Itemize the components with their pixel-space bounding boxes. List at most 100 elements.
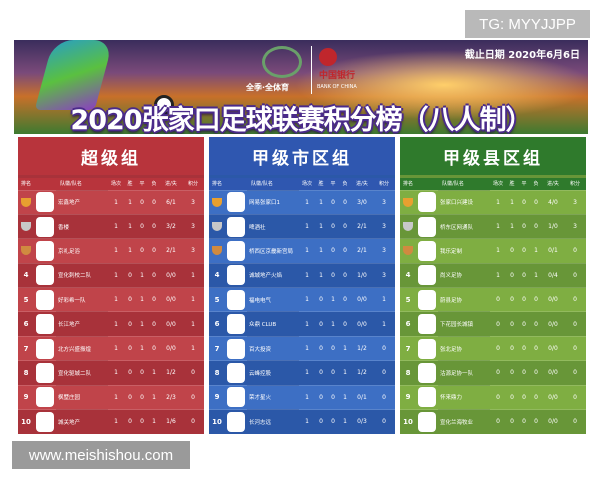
- team-badge: [416, 360, 438, 386]
- team-badge: [225, 335, 247, 361]
- won: 0: [506, 360, 518, 386]
- team-badge: [34, 213, 56, 239]
- goals: 3/0: [351, 189, 373, 215]
- sponsor-1: 全季·全体育: [246, 83, 290, 92]
- lost: 0: [530, 409, 542, 434]
- team-badge: [34, 360, 56, 386]
- won: 1: [315, 189, 327, 215]
- team-badge-icon: [418, 338, 436, 359]
- trophy-icon: [403, 197, 413, 207]
- table-row: 6 众鼎 CLUB 1 0 1 0 0/0 1: [209, 311, 395, 337]
- played: 1: [299, 409, 315, 434]
- goals: 0/0: [160, 287, 182, 312]
- lost: 1: [339, 335, 351, 361]
- goals: 0/0: [351, 311, 373, 337]
- goals: 1/0: [542, 213, 564, 239]
- goals: 0/0: [542, 335, 564, 361]
- played: 1: [490, 213, 506, 239]
- rank-trophy: [400, 213, 416, 239]
- points: 1: [373, 311, 395, 337]
- goals: 4/0: [542, 189, 564, 215]
- played: 0: [490, 360, 506, 386]
- team-badge-icon: [227, 338, 245, 359]
- table-row: 网易张家口1 1 1 0 0 3/0 3: [209, 189, 395, 215]
- won: 1: [124, 213, 136, 239]
- team-badge-icon: [418, 314, 436, 335]
- team-name: 尚义足协: [438, 262, 490, 288]
- played: 1: [108, 360, 124, 386]
- cutoff-date: 截止日期 2020年6月6日: [464, 50, 580, 61]
- team-badge-icon: [227, 265, 245, 286]
- table-row: 京礼足浴 1 1 0 0 2/1 3: [18, 238, 204, 264]
- team-name: 长河志远: [247, 409, 299, 434]
- bank-of-china-logo: [319, 48, 337, 66]
- drawn: 0: [518, 311, 530, 337]
- drawn: 0: [136, 360, 148, 386]
- won: 0: [315, 360, 327, 386]
- rank: 8: [209, 360, 225, 386]
- team-name: 啤酒社: [247, 213, 299, 239]
- rank: 6: [209, 311, 225, 337]
- team-badge-icon: [227, 362, 245, 383]
- played: 1: [108, 335, 124, 361]
- team-badge-icon: [36, 314, 54, 335]
- watermark-bottom: www.meishishou.com: [12, 441, 190, 469]
- table-row: 10 城关地产 1 0 0 1 1/6 0: [18, 409, 204, 434]
- rank: 5: [18, 287, 34, 312]
- team-name: 长江地产: [56, 311, 108, 337]
- team-badge-icon: [227, 411, 245, 432]
- rank: 7: [18, 335, 34, 361]
- team-badge-icon: [227, 314, 245, 335]
- team-name: 沽源足协一队: [438, 360, 490, 386]
- played: 1: [299, 287, 315, 312]
- team-name: 众鼎 CLUB: [247, 311, 299, 337]
- lost: 1: [530, 238, 542, 264]
- team-badge: [416, 311, 438, 337]
- group-title: 超级组: [18, 137, 204, 175]
- played: 1: [108, 384, 124, 410]
- trophy-icon: [212, 246, 222, 256]
- football-icon: [154, 95, 174, 115]
- trophy-icon: [212, 222, 222, 232]
- goals: 1/0: [351, 262, 373, 288]
- table-row: 香楼 1 1 0 0 3/2 3: [18, 213, 204, 239]
- drawn: 0: [327, 384, 339, 410]
- won: 0: [506, 287, 518, 312]
- points: 3: [182, 189, 204, 215]
- points: 0: [564, 360, 586, 386]
- team-badge: [34, 335, 56, 361]
- played: 1: [299, 384, 315, 410]
- drawn: 0: [518, 360, 530, 386]
- column-header: 进/失: [165, 181, 177, 188]
- played: 0: [490, 311, 506, 337]
- trophy-icon: [21, 246, 31, 256]
- table-row: 9 荣才星火 1 0 0 1 0/1 0: [209, 384, 395, 410]
- team-name: 香楼: [56, 213, 108, 239]
- points: 0: [564, 384, 586, 410]
- group-panel-super: 超级组 排名 队徽/队名 场次胜平负进/失 积分 宏鑫地产 1 1 0 0 6/1 3 香楼 1 1 0 0 3/…: [18, 137, 204, 434]
- team-name: 下花园长城镇: [438, 311, 490, 337]
- played: 1: [299, 262, 315, 288]
- team-badge-icon: [36, 240, 54, 261]
- table-row: 啤酒社 1 1 0 0 2/1 3: [209, 213, 395, 239]
- drawn: 1: [136, 311, 148, 337]
- table-row: 8 云峰控股 1 0 0 1 1/2 0: [209, 360, 395, 386]
- team-name: 宏鑫地产: [56, 189, 108, 215]
- rank: 9: [18, 384, 34, 410]
- banner: 全季·全体育 中国银行 BANK OF CHINA 截止日期 2020年6月6日…: [14, 40, 588, 134]
- team-name: 桥西区京畿新宫局: [247, 238, 299, 264]
- team-badge: [416, 335, 438, 361]
- won: 1: [506, 213, 518, 239]
- goals: 0/0: [542, 384, 564, 410]
- team-badge: [34, 311, 56, 337]
- team-badge: [34, 287, 56, 312]
- points: 3: [182, 238, 204, 264]
- team-badge: [416, 384, 438, 410]
- drawn: 1: [327, 287, 339, 312]
- drawn: 0: [136, 213, 148, 239]
- played: 1: [108, 409, 124, 434]
- team-badge: [34, 384, 56, 410]
- goals: 2/1: [160, 238, 182, 264]
- played: 0: [490, 287, 506, 312]
- team-badge-icon: [36, 192, 54, 213]
